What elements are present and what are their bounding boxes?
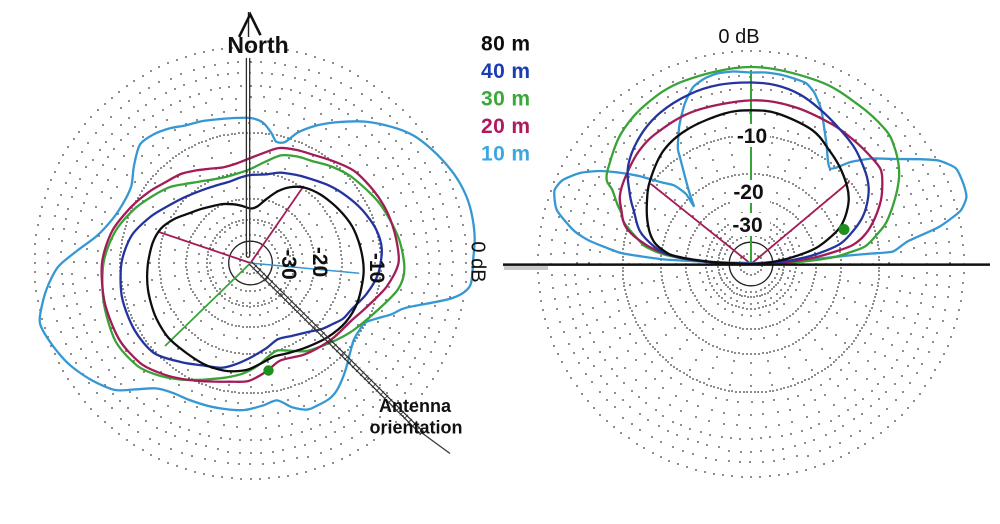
svg-text:40 m: 40 m: [481, 60, 530, 83]
svg-text:-20: -20: [308, 247, 331, 277]
svg-text:0 dB: 0 dB: [718, 26, 759, 48]
svg-text:80 m: 80 m: [481, 33, 530, 56]
svg-text:-10: -10: [365, 253, 388, 283]
svg-text:-30: -30: [277, 249, 300, 279]
svg-text:20 m: 20 m: [481, 115, 530, 138]
svg-text:30 m: 30 m: [481, 88, 530, 111]
svg-text:-20: -20: [733, 181, 763, 204]
svg-text:0 dB: 0 dB: [467, 241, 489, 282]
svg-text:orientation: orientation: [370, 418, 463, 438]
svg-text:10 m: 10 m: [481, 143, 530, 166]
svg-text:Antenna: Antenna: [379, 396, 452, 416]
svg-text:-10: -10: [737, 125, 767, 148]
svg-text:-30: -30: [732, 214, 762, 237]
svg-text:North: North: [227, 32, 288, 58]
